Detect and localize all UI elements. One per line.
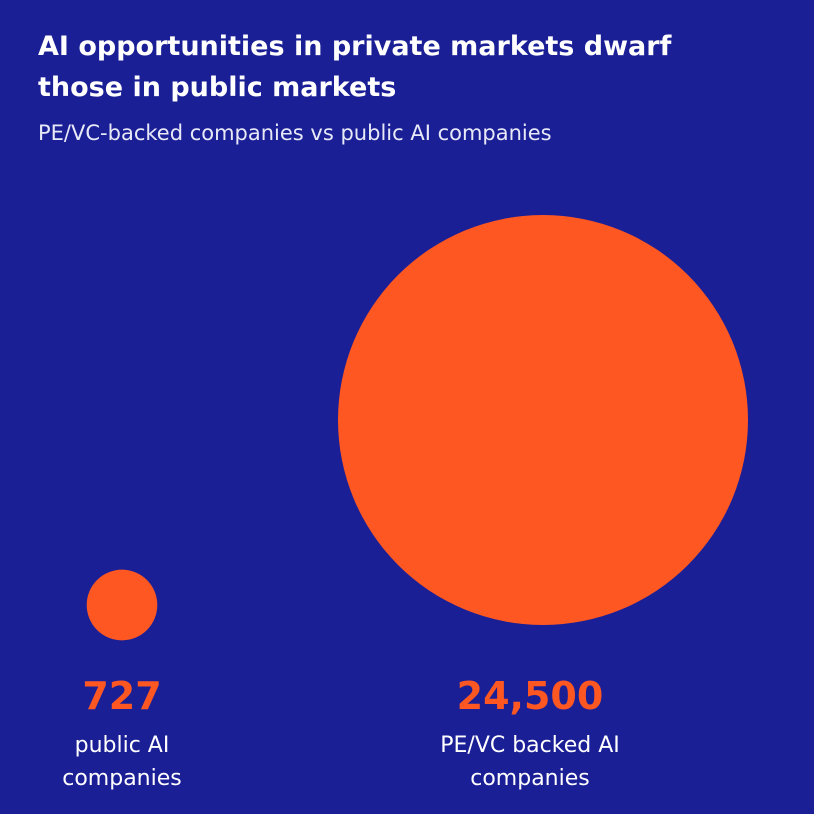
chart-title: AI opportunities in private markets dwar… bbox=[38, 31, 672, 103]
bubble bbox=[338, 215, 748, 625]
bubble bbox=[86, 569, 158, 641]
value-label: 727 bbox=[82, 674, 162, 718]
category-label: public AI companies bbox=[62, 733, 182, 791]
category-label: PE/VC backed AI companies bbox=[440, 733, 620, 791]
value-label: 24,500 bbox=[456, 674, 604, 718]
chart-subtitle: PE/VC-backed companies vs public AI comp… bbox=[38, 121, 552, 145]
